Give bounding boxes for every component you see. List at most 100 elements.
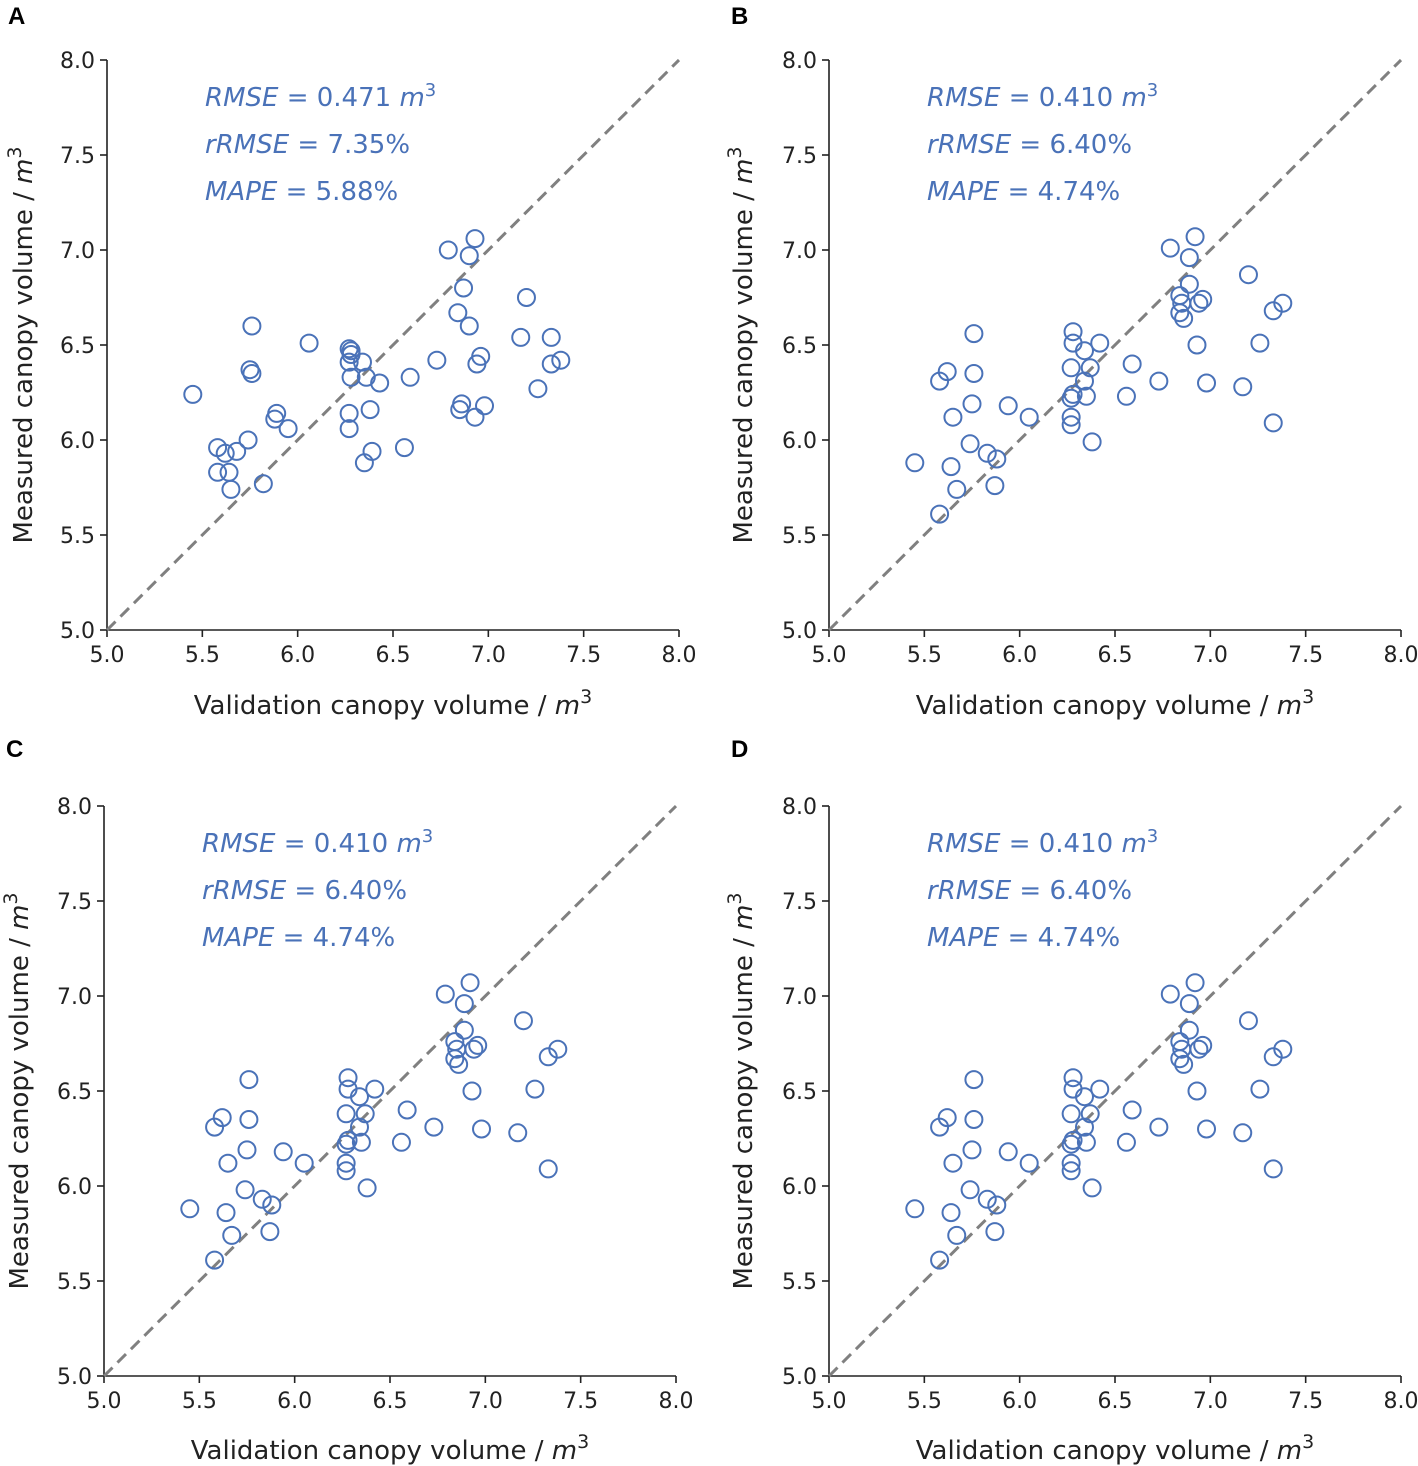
y-axis-label: Measured canopy volume / m3 — [0, 892, 35, 1289]
metric-name: RMSE — [202, 829, 276, 859]
data-point — [511, 327, 531, 347]
data-point — [294, 1153, 314, 1173]
x-tick-label: 7.5 — [563, 1389, 598, 1414]
metric-rrmse: rRMSE = 7.35% — [205, 130, 410, 160]
data-point — [905, 1199, 925, 1219]
data-point — [253, 474, 273, 494]
x-axis-unit: m — [1277, 691, 1302, 721]
metric-name: RMSE — [927, 83, 1001, 113]
data-point — [400, 367, 420, 387]
metric-name: rRMSE — [202, 876, 287, 906]
data-point — [1122, 1100, 1142, 1120]
data-point — [238, 430, 258, 450]
data-point — [1076, 386, 1096, 406]
panel-b: B 5.0 5.5 6.0 6.5 7.0 7.5 8.0 5.0 5.5 6.0 6.5 7.0 7.5… — [724, 3, 1418, 721]
x-tick-label: 8.0 — [662, 643, 697, 668]
y-tick-label: 7.5 — [782, 144, 817, 169]
data-point — [1170, 1049, 1190, 1069]
x-tick-label: 7.0 — [471, 643, 506, 668]
metric-mape: MAPE = 5.88% — [205, 177, 398, 207]
x-tick-label: 6.5 — [1098, 643, 1133, 668]
x-tick-label: 7.5 — [1288, 1389, 1323, 1414]
data-point — [338, 1068, 358, 1088]
data-point — [947, 479, 967, 499]
x-tick-label: 7.5 — [566, 643, 601, 668]
data-point — [1263, 1159, 1283, 1179]
metric-name: MAPE — [202, 923, 275, 953]
data-point — [465, 407, 485, 427]
data-point — [445, 1049, 465, 1069]
y-axis-unit: m — [5, 905, 35, 930]
x-axis-label: Validation canopy volume / m3 — [194, 686, 592, 721]
metric-unit: m — [399, 83, 424, 113]
metric-rmse: RMSE = 0.410 m3 — [927, 80, 1158, 113]
x-axis-label: Validation canopy volume / m3 — [916, 686, 1314, 721]
data-point — [987, 449, 1007, 469]
data-point — [1238, 1011, 1258, 1031]
y-tick-label: 7.5 — [60, 144, 95, 169]
data-point — [1063, 1130, 1083, 1150]
data-point — [239, 1110, 259, 1129]
metric-unit: m — [1121, 829, 1146, 859]
data-point — [541, 327, 561, 347]
metric-exponent: 3 — [1147, 826, 1158, 847]
data-point — [943, 1153, 963, 1173]
y-tick-label: 5.5 — [782, 1270, 817, 1295]
metric-name: MAPE — [205, 177, 278, 207]
data-point — [267, 403, 287, 423]
metric-name: RMSE — [205, 83, 279, 113]
data-point — [1263, 413, 1283, 433]
identity-line — [102, 804, 678, 1378]
data-point — [1170, 303, 1190, 323]
y-axis-unit-exponent: 3 — [0, 892, 22, 904]
data-point — [941, 1203, 961, 1223]
data-point — [222, 1225, 242, 1245]
data-point — [1189, 293, 1209, 313]
data-point — [227, 441, 247, 461]
y-tick-label: 6.0 — [782, 1175, 817, 1200]
data-point — [448, 303, 468, 323]
panel-letter: C — [6, 736, 23, 763]
x-tick-label: 6.0 — [1002, 1389, 1037, 1414]
x-axis-unit: m — [555, 691, 580, 721]
data-point — [460, 973, 480, 993]
y-axis-unit-exponent: 3 — [724, 892, 746, 904]
y-tick-label: 6.5 — [60, 334, 95, 359]
metric-value: = 6.40% — [286, 876, 407, 906]
x-tick-label: 5.0 — [87, 1389, 122, 1414]
metric-unit: m — [1121, 83, 1146, 113]
data-point — [1179, 248, 1199, 268]
y-tick-label: 6.0 — [782, 429, 817, 454]
data-point — [1149, 371, 1169, 391]
data-point — [1061, 1153, 1081, 1173]
x-axis-label-text: Validation canopy volume / — [916, 1436, 1277, 1466]
data-point — [273, 1142, 293, 1162]
data-point — [349, 1087, 369, 1107]
y-tick-label: 5.0 — [782, 1365, 817, 1390]
data-point — [1179, 274, 1199, 294]
data-point — [1187, 335, 1207, 355]
data-point — [947, 1225, 967, 1245]
x-tick-label: 5.5 — [185, 643, 220, 668]
data-point — [551, 350, 571, 370]
y-tick-label: 7.5 — [57, 890, 92, 915]
data-point — [1250, 333, 1270, 353]
data-point — [941, 457, 961, 477]
metric-mape: MAPE = 4.74% — [202, 923, 395, 953]
data-point — [1076, 1132, 1096, 1152]
metric-rmse: RMSE = 0.471 m3 — [205, 80, 436, 113]
data-point — [471, 346, 491, 366]
data-point — [1160, 984, 1180, 1004]
metric-rmse: RMSE = 0.410 m3 — [202, 826, 433, 859]
data-point — [1082, 432, 1102, 452]
data-point — [362, 441, 382, 461]
data-point — [1238, 265, 1258, 285]
x-tick-label: 8.0 — [659, 1389, 694, 1414]
data-point — [183, 384, 203, 404]
x-axis-unit-exponent: 3 — [1302, 686, 1314, 708]
y-tick-label: 6.5 — [782, 334, 817, 359]
data-point — [985, 1222, 1005, 1242]
y-tick-label: 6.0 — [60, 429, 95, 454]
data-point — [1149, 1117, 1169, 1137]
y-tick-label: 7.0 — [57, 985, 92, 1010]
